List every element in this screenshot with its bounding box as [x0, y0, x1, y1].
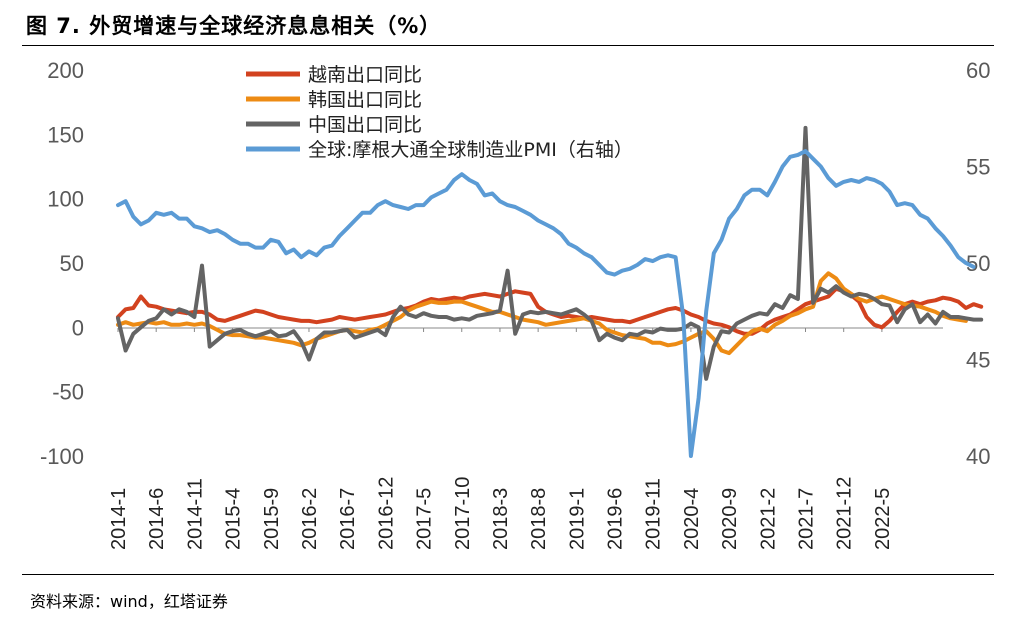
series-layer — [116, 125, 984, 458]
left-axis-ticks: 200 150 100 50 0 -50 -100 — [40, 58, 84, 469]
x-axis-tick-label: 2020-9 — [719, 488, 741, 550]
right-axis-tick-label: 60 — [966, 58, 990, 83]
legend-label-1: 越南出口同比 — [308, 64, 422, 86]
left-axis-tick-label: 200 — [47, 58, 84, 83]
x-axis-tick-label: 2021-7 — [796, 488, 818, 550]
legend-label-3: 中国出口同比 — [308, 114, 422, 136]
x-axis-tick-label: 2018-3 — [490, 488, 512, 550]
figure-title: 图 7. 外贸增速与全球经济息息相关（%） — [26, 14, 442, 38]
right-axis-tick-label: 40 — [966, 444, 990, 469]
x-axis-tick-label: 2015-4 — [223, 488, 245, 550]
source-rule — [22, 574, 994, 575]
x-axis-tick-label: 2019-1 — [566, 488, 588, 550]
left-axis-tick-label: 0 — [72, 315, 84, 340]
right-axis-tick-label: 55 — [966, 155, 990, 180]
series-line-4 — [116, 149, 976, 458]
x-axis-tick-label: 2021-2 — [757, 488, 779, 550]
x-axis-tick-label: 2016-2 — [299, 488, 321, 550]
x-axis-tick-label: 2017-5 — [414, 488, 436, 550]
x-axis-tick-label: 2020-4 — [681, 488, 703, 550]
x-axis-tick-label: 2018-8 — [528, 488, 550, 550]
x-axis-tick-label: 2016-12 — [375, 477, 397, 550]
left-axis-tick-label: -50 — [52, 380, 84, 405]
left-axis-tick-label: 50 — [60, 251, 84, 276]
x-axis-tick-label: 2014-1 — [108, 488, 130, 550]
left-axis-tick-label: 150 — [47, 122, 84, 147]
x-axis-tick-label: 2021-12 — [834, 477, 856, 550]
x-axis-tick-label: 2019-6 — [605, 488, 627, 550]
left-axis-tick-label: -100 — [40, 444, 84, 469]
left-axis-tick-label: 100 — [47, 187, 84, 212]
legend-label-2: 韩国出口同比 — [308, 89, 422, 111]
x-axis-tick-label: 2014-6 — [146, 488, 168, 550]
series-line-2 — [116, 271, 968, 356]
x-axis-tick-label: 2022-5 — [872, 488, 894, 550]
source-note: 资料来源：wind，红塔证券 — [30, 592, 228, 611]
title-rule — [22, 45, 994, 46]
x-axis-tick-label: 2014-11 — [184, 478, 206, 550]
x-axis-tick-label: 2019-11 — [643, 478, 665, 550]
right-axis-tick-label: 45 — [966, 348, 990, 373]
x-axis-tick-label: 2016-7 — [337, 488, 359, 550]
x-axis: 2014-1 2014-6 2014-11 2015-4 2015-9 2016-2 201… — [108, 327, 943, 550]
legend-label-4: 全球:摩根大通全球制造业PMI（右轴） — [308, 139, 633, 161]
x-axis-tick-label: 2015-9 — [261, 488, 283, 550]
series-line-3 — [116, 125, 984, 381]
x-axis-tick-label: 2017-10 — [452, 477, 474, 550]
